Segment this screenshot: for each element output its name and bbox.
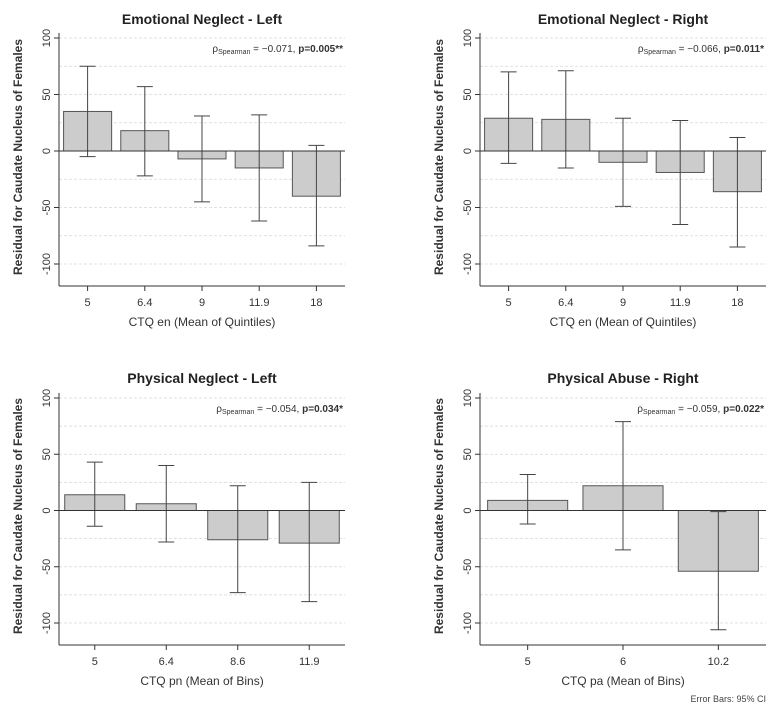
- x-axis-label: CTQ pn (Mean of Bins): [140, 674, 263, 688]
- panel-title: Physical Abuse - Right: [547, 370, 699, 386]
- error-bars-note: Error Bars: 95% CI: [690, 694, 766, 704]
- rho-subscript: Spearman: [644, 49, 676, 56]
- x-tick-label: 8.6: [230, 656, 245, 668]
- y-tick-label: 0: [462, 148, 474, 154]
- y-tick-label: 100: [462, 29, 474, 47]
- y-tick-label: -100: [462, 253, 474, 275]
- y-tick-label: 100: [462, 389, 474, 407]
- x-axis-label: CTQ en (Mean of Quintiles): [550, 315, 697, 329]
- y-tick-label: -50: [41, 559, 53, 575]
- x-tick-label: 6.4: [558, 297, 573, 309]
- rho-subscript: Spearman: [643, 409, 675, 416]
- y-tick-label: 50: [462, 88, 474, 100]
- y-tick-label: -100: [41, 612, 53, 634]
- y-tick-label: -50: [462, 200, 474, 216]
- p-value: p=0.034*: [302, 404, 343, 415]
- spearman-stat: ρSpearman = −0.054, p=0.034*: [216, 404, 343, 416]
- x-tick-label: 5: [506, 297, 512, 309]
- x-tick-label: 5: [525, 656, 531, 668]
- y-axis-label: Residual for Caudate Nucleus of Females: [11, 398, 25, 634]
- p-value: p=0.005**: [298, 44, 343, 55]
- rho-value: = −0.071,: [250, 44, 298, 55]
- x-tick-label: 9: [199, 297, 205, 309]
- x-tick-label: 18: [731, 297, 743, 309]
- spearman-stat: ρSpearman = −0.071, p=0.005**: [212, 44, 343, 56]
- rho-value: = −0.059,: [675, 404, 723, 415]
- rho-subscript: Spearman: [222, 409, 254, 416]
- panel-title: Emotional Neglect - Left: [122, 11, 283, 27]
- y-tick-label: 100: [41, 389, 53, 407]
- y-tick-label: -100: [41, 253, 53, 275]
- y-axis-label: Residual for Caudate Nucleus of Females: [432, 398, 446, 634]
- chart-panel: 100 50 0 -50 -100 5 6.4 9 11.9 18 Emotional Neglec…: [11, 11, 345, 329]
- y-tick-label: -50: [41, 200, 53, 216]
- rho-symbol: ρ: [637, 404, 643, 415]
- x-tick-label: 6: [620, 656, 626, 668]
- y-tick-label: 0: [41, 148, 53, 154]
- y-tick-label: -50: [462, 559, 474, 575]
- y-tick-label: -100: [462, 612, 474, 634]
- x-tick-label: 5: [85, 297, 91, 309]
- x-tick-label: 11.9: [249, 297, 270, 309]
- chart-panel: 100 50 0 -50 -100 5 6.4 8.6 11.9 Physical Neglect…: [11, 370, 345, 688]
- x-tick-label: 9: [620, 297, 626, 309]
- rho-symbol: ρ: [638, 44, 644, 55]
- y-tick-label: 50: [41, 448, 53, 460]
- x-axis-label: CTQ en (Mean of Quintiles): [129, 315, 276, 329]
- y-tick-label: 50: [41, 88, 53, 100]
- p-value: p=0.022*: [723, 404, 764, 415]
- spearman-stat: ρSpearman = −0.066, p=0.011*: [638, 44, 764, 56]
- chart-panel: 100 50 0 -50 -100 5 6 10.2 Physical Abuse - Righ…: [432, 370, 766, 688]
- panel-title: Emotional Neglect - Right: [538, 11, 709, 27]
- rho-value: = −0.066,: [676, 44, 724, 55]
- y-axis-label: Residual for Caudate Nucleus of Females: [432, 39, 446, 275]
- y-tick-label: 0: [462, 507, 474, 513]
- spearman-stat: ρSpearman = −0.059, p=0.022*: [637, 404, 764, 416]
- y-tick-label: 50: [462, 448, 474, 460]
- x-tick-label: 6.4: [159, 656, 174, 668]
- y-axis-label: Residual for Caudate Nucleus of Females: [11, 39, 25, 275]
- x-tick-label: 10.2: [708, 656, 729, 668]
- rho-value: = −0.054,: [254, 404, 302, 415]
- chart-panel: 100 50 0 -50 -100 5 6.4 9 11.9 18 Emotional Neglec…: [432, 11, 766, 329]
- y-tick-label: 100: [41, 29, 53, 47]
- p-value: p=0.011*: [724, 44, 764, 55]
- x-tick-label: 6.4: [137, 297, 152, 309]
- panel-title: Physical Neglect - Left: [127, 370, 277, 386]
- y-tick-label: 0: [41, 507, 53, 513]
- rho-symbol: ρ: [216, 404, 222, 415]
- x-tick-label: 11.9: [299, 656, 320, 668]
- x-tick-label: 18: [310, 297, 322, 309]
- x-tick-label: 5: [92, 656, 98, 668]
- x-tick-label: 11.9: [670, 297, 691, 309]
- x-axis-label: CTQ pa (Mean of Bins): [561, 674, 684, 688]
- rho-subscript: Spearman: [218, 49, 250, 56]
- rho-symbol: ρ: [212, 44, 218, 55]
